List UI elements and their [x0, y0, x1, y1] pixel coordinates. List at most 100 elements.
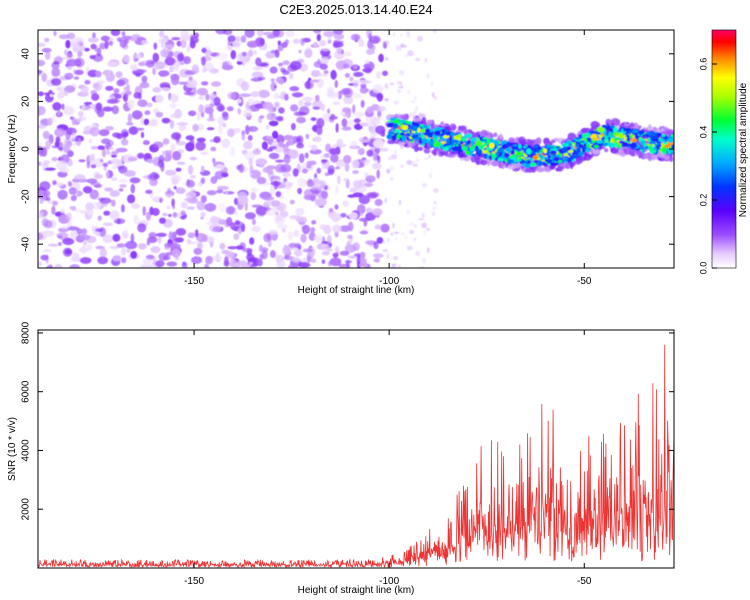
spectrogram-cell [99, 158, 104, 163]
spectrogram-cell [215, 164, 225, 171]
spectrogram-cell [164, 242, 173, 248]
spectrogram-cell [129, 177, 141, 184]
spectrogram-cell [629, 122, 635, 127]
spectrogram-cell [567, 149, 574, 153]
spectrogram-cell [121, 31, 126, 37]
spectrogram-cell [284, 93, 289, 101]
spectrogram-cell [429, 169, 433, 172]
spectrogram-cell [592, 137, 600, 141]
spectrogram-cell [353, 118, 361, 124]
spectrogram-cell [310, 258, 317, 263]
spectrogram-cell [145, 211, 151, 221]
spectrogram-cell [372, 253, 384, 259]
spectrogram-cell [455, 144, 459, 147]
spectrogram-cell [103, 210, 111, 216]
spectrogram-cell [261, 141, 268, 150]
spectrogram-cell [237, 227, 242, 235]
spectrogram-cell [311, 144, 318, 152]
spectrogram-cell [533, 144, 539, 149]
spectrogram-cell [449, 123, 457, 132]
spectrogram-cell [360, 122, 369, 127]
spectrogram-cell [421, 183, 428, 188]
spectrogram-cell [352, 104, 356, 114]
spectrogram-cell [379, 130, 386, 137]
spectrogram-cell [270, 181, 282, 186]
spectrogram-cell [169, 93, 179, 103]
spectrogram-x-tick-label: -50 [577, 276, 592, 287]
spectrogram-cell [247, 135, 253, 141]
spectrogram-cell [278, 107, 285, 114]
spectrogram-cell [135, 40, 139, 45]
spectrogram-cell [133, 58, 139, 62]
spectrogram-cell [411, 134, 417, 139]
spectrogram-cell [656, 144, 660, 150]
spectrogram-cell [216, 53, 228, 60]
spectrogram-cell [230, 222, 236, 230]
spectrogram-cell [217, 104, 225, 112]
spectrogram-cell [47, 243, 59, 247]
spectrogram-cell [38, 70, 43, 74]
spectrogram-cell [408, 138, 413, 142]
spectrogram-cell [201, 81, 209, 86]
spectrogram-cell [481, 129, 487, 136]
spectrogram-cell [196, 87, 208, 96]
spectrogram-cell [426, 119, 433, 125]
spectrogram-cell [102, 106, 113, 112]
spectrogram-cell [200, 151, 209, 155]
spectrogram-cell [262, 196, 275, 201]
spectrogram-cell [360, 100, 365, 108]
spectrogram-cell [64, 49, 68, 56]
spectrogram-cell [123, 170, 136, 177]
spectrogram-cell [423, 148, 431, 154]
spectrogram-cell [562, 157, 568, 160]
colorbar-label: Normalized spectral amplitude [738, 82, 749, 217]
spectrogram-cell [423, 126, 428, 129]
spectrogram-cell [387, 131, 395, 135]
spectrogram-cell [255, 158, 268, 166]
spectrogram-cell [235, 36, 241, 42]
spectrogram-cell [463, 145, 468, 152]
spectrogram-cell [285, 30, 295, 38]
spectrogram-cell [76, 118, 83, 123]
spectrogram-cell [340, 213, 347, 218]
spectrogram-cell [189, 156, 197, 161]
spectrogram-cell [109, 245, 120, 250]
spectrogram-cell [506, 141, 511, 147]
spectrogram-cell [259, 115, 265, 119]
spectrogram-cell [72, 43, 81, 53]
spectrogram-cell [140, 131, 145, 139]
spectrogram-cell [262, 31, 274, 36]
spectrogram-cell [336, 138, 344, 149]
spectrogram-cell [494, 149, 498, 153]
spectrogram-cell [352, 170, 359, 175]
spectrogram-cell [289, 60, 302, 71]
spectrogram-cell [111, 177, 118, 181]
spectrogram-cell [164, 57, 176, 66]
spectrogram-cell [83, 125, 92, 135]
spectrogram-cell [616, 144, 620, 148]
spectrogram-cell [165, 252, 173, 256]
spectrogram-cell [248, 157, 253, 166]
spectrogram-cell [314, 198, 327, 207]
spectrogram-cell [68, 187, 77, 195]
spectrogram-cell [127, 194, 136, 204]
spectrogram-cell [386, 134, 392, 140]
spectrogram-x-tick-label: -100 [379, 276, 399, 287]
spectrogram-cell [110, 30, 121, 36]
spectrogram-cell [314, 136, 322, 142]
spectrogram-cell [490, 161, 500, 166]
spectrogram-cell [288, 149, 299, 160]
spectrogram-y-tick-label: 20 [21, 95, 32, 107]
spectrogram-cell [112, 233, 121, 242]
spectrogram-cell [171, 198, 175, 207]
spectrogram-cell [115, 71, 123, 78]
spectrogram-cell [187, 165, 194, 175]
spectrogram-cell [409, 112, 415, 118]
spectrogram-cell [306, 163, 312, 169]
spectrogram-cell [201, 165, 205, 173]
spectrogram-cell [126, 248, 131, 253]
spectrogram-cell [121, 229, 129, 239]
spectrogram-cell [139, 81, 150, 89]
spectrogram-cell [105, 85, 114, 91]
spectrogram-cell [112, 255, 122, 262]
